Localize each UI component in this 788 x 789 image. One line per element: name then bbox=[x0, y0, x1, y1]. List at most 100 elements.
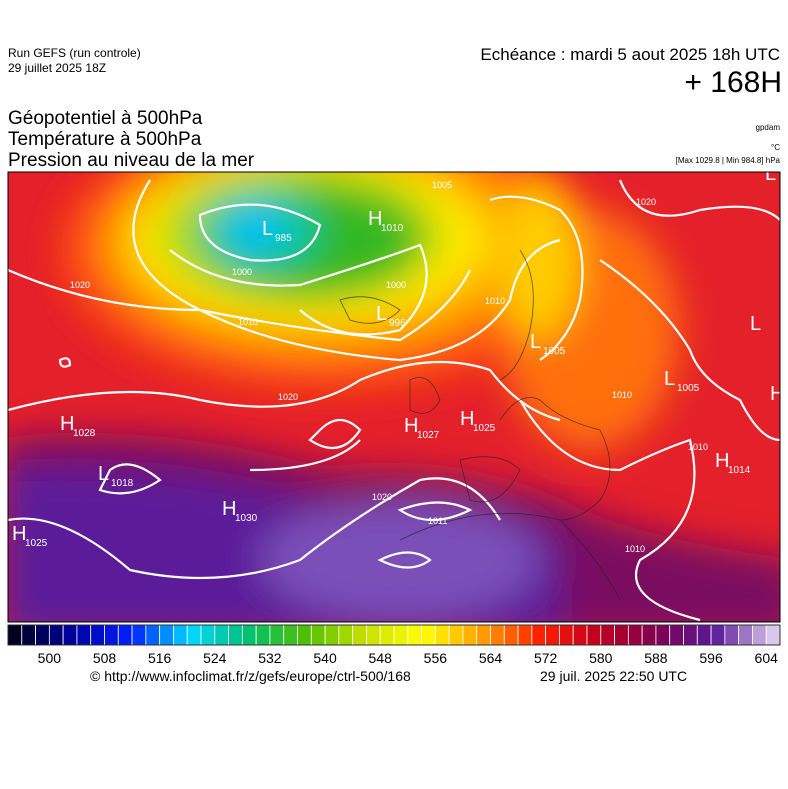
pressure-symbol: L bbox=[376, 303, 387, 325]
color-swatch bbox=[683, 624, 698, 646]
unit: °C bbox=[771, 143, 780, 152]
map-frame bbox=[7, 171, 781, 623]
colorbar-tick-label: 604 bbox=[755, 650, 779, 666]
color-swatch bbox=[62, 624, 78, 646]
color-swatch bbox=[627, 624, 643, 646]
color-swatch bbox=[186, 624, 202, 646]
color-swatch bbox=[476, 624, 491, 646]
color-swatch bbox=[104, 624, 119, 646]
pressure-value: 1027 bbox=[417, 430, 440, 441]
color-swatch bbox=[283, 624, 298, 646]
color-swatch bbox=[200, 624, 216, 646]
color-swatch bbox=[338, 624, 354, 646]
color-swatch bbox=[7, 624, 23, 646]
color-swatch bbox=[241, 624, 257, 646]
color-swatch bbox=[379, 624, 395, 646]
color-swatch bbox=[641, 624, 657, 646]
isobar-label: 1010 bbox=[612, 390, 632, 400]
color-swatch bbox=[696, 624, 712, 646]
color-swatch bbox=[145, 624, 161, 646]
colorbar: 500 508 516 524 532 540 548 556 564 572 580 588 596 6… bbox=[7, 624, 781, 666]
color-swatch bbox=[90, 624, 105, 646]
pressure-symbol: L bbox=[530, 331, 541, 353]
color-swatch bbox=[710, 624, 726, 646]
color-swatch bbox=[117, 624, 133, 646]
colorbar-tick-label: 564 bbox=[479, 650, 503, 666]
color-swatch bbox=[448, 624, 464, 646]
color-swatch bbox=[269, 624, 285, 646]
color-swatch bbox=[765, 624, 781, 646]
color-swatch bbox=[600, 624, 615, 646]
color-swatch bbox=[586, 624, 602, 646]
pressure-value: 1028 bbox=[73, 428, 96, 439]
colorbar-tick-label: 532 bbox=[258, 650, 282, 666]
isobar-label: 1010 bbox=[625, 544, 645, 554]
color-swatch bbox=[352, 624, 367, 646]
pressure-symbol: H bbox=[404, 415, 418, 437]
color-swatch bbox=[503, 624, 519, 646]
isobar-label: 1000 bbox=[386, 280, 406, 290]
color-swatch bbox=[310, 624, 326, 646]
pressure-symbol: L bbox=[98, 463, 109, 485]
color-swatch bbox=[559, 624, 574, 646]
pressure-symbol: H bbox=[60, 413, 74, 435]
pressure-value: 985 bbox=[275, 233, 292, 244]
color-swatch bbox=[738, 624, 753, 646]
color-swatch bbox=[614, 624, 629, 646]
color-swatch bbox=[21, 624, 36, 646]
color-swatch bbox=[173, 624, 188, 646]
color-swatch bbox=[228, 624, 243, 646]
colorbar-tick-label: 556 bbox=[424, 650, 448, 666]
pressure-value: 1005 bbox=[543, 346, 566, 357]
pressure-symbol: H bbox=[368, 208, 382, 230]
pressure-value: 1014 bbox=[728, 465, 751, 476]
color-swatch bbox=[393, 624, 409, 646]
color-swatch bbox=[76, 624, 92, 646]
color-swatch bbox=[752, 624, 767, 646]
pressure-symbol: L bbox=[664, 368, 675, 390]
pressure-symbol: H bbox=[222, 498, 236, 520]
pressure-value: 1030 bbox=[235, 513, 258, 524]
color-swatch bbox=[572, 624, 588, 646]
color-swatch bbox=[366, 624, 381, 646]
isobar-label: 1010 bbox=[688, 442, 708, 452]
colorbar-tick-label: 500 bbox=[38, 650, 62, 666]
colorbar-tick-label: 516 bbox=[148, 650, 172, 666]
pressure-symbol: L bbox=[750, 313, 761, 335]
color-swatch bbox=[255, 624, 271, 646]
colorbar-frame bbox=[7, 624, 781, 646]
colorbar-tick-label: 588 bbox=[644, 650, 668, 666]
pressure-symbol: H bbox=[12, 523, 26, 545]
color-swatch bbox=[214, 624, 229, 646]
color-swatch bbox=[517, 624, 533, 646]
pressure-value: 1018 bbox=[111, 478, 134, 489]
color-swatch bbox=[669, 624, 684, 646]
color-swatch bbox=[545, 624, 560, 646]
generated-time: 29 juil. 2025 22:50 UTC bbox=[540, 668, 688, 684]
isobar-label: 1010 bbox=[238, 317, 258, 327]
pressure-value: 1005 bbox=[677, 383, 700, 394]
isobar-label: 1020 bbox=[636, 197, 656, 207]
color-swatch bbox=[490, 624, 505, 646]
pressure-symbol: H bbox=[460, 408, 474, 430]
color-swatch bbox=[724, 624, 740, 646]
colorbar-tick-label: 540 bbox=[313, 650, 337, 666]
pressure-value: 1025 bbox=[473, 423, 496, 434]
color-swatch bbox=[421, 624, 436, 646]
run-name: Run GEFS (run controle) bbox=[8, 46, 141, 60]
colorbar-tick-label: 524 bbox=[203, 650, 227, 666]
unit: gpdam bbox=[755, 123, 780, 132]
pressure-symbol: H bbox=[770, 383, 784, 405]
color-swatch bbox=[159, 624, 174, 646]
forecast-time: Echéance : mardi 5 aout 2025 18h UTC bbox=[480, 45, 780, 64]
pressure-symbol: H bbox=[715, 450, 729, 472]
title: Pression au niveau de la mer bbox=[8, 150, 255, 171]
color-swatch bbox=[131, 624, 147, 646]
title: Géopotentiel à 500hPa bbox=[8, 108, 203, 129]
colorbar-tick-label: 580 bbox=[589, 650, 613, 666]
color-swatch bbox=[531, 624, 547, 646]
color-swatch bbox=[407, 624, 422, 646]
